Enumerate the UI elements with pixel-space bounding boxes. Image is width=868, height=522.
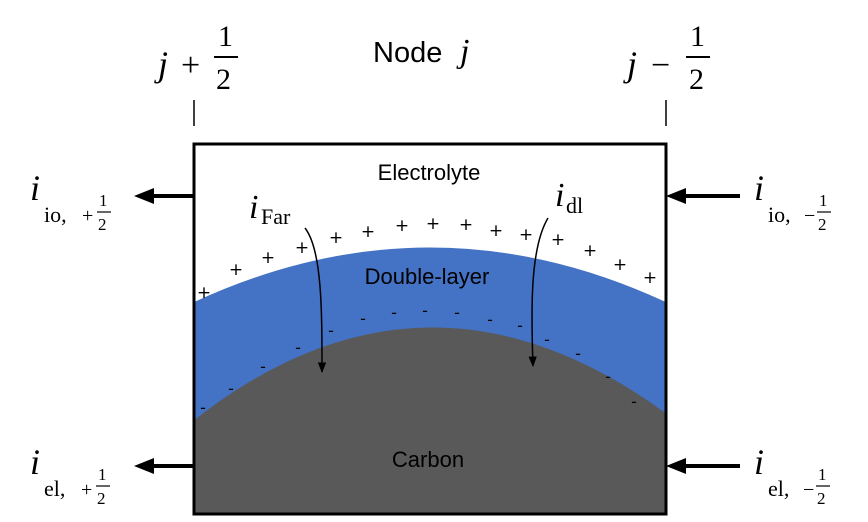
- positive-charges: + + + + + + + + + + + + + + +: [197, 214, 657, 303]
- electronic-out-denominator: 2: [97, 489, 106, 508]
- positive-charge-8: +: [426, 214, 440, 234]
- positive-charge-11: +: [519, 225, 533, 245]
- electronic-out-symbol: i: [30, 442, 40, 482]
- ionic-in-sign: −: [804, 205, 815, 227]
- electronic-current-in-label: i el, − 1 2: [754, 442, 830, 508]
- electrolyte-label: Electrolyte: [378, 160, 481, 185]
- left-face-numerator: 1: [218, 20, 233, 53]
- negative-charge-5: -: [328, 321, 334, 340]
- negative-charge-15: -: [631, 392, 637, 411]
- positive-charge-6: +: [361, 222, 375, 242]
- ionic-in-numerator: 1: [819, 191, 828, 210]
- negative-charge-2: -: [228, 379, 234, 398]
- negative-charge-14: -: [605, 367, 611, 386]
- faradaic-current-symbol: i: [249, 189, 258, 226]
- electronic-in-symbol: i: [754, 442, 764, 482]
- ionic-in-denominator: 2: [818, 215, 827, 234]
- carbon-region: [194, 327, 666, 514]
- ionic-out-sign: +: [82, 205, 93, 227]
- positive-charge-4: +: [295, 238, 309, 258]
- electronic-in-denominator: 2: [817, 489, 826, 508]
- electronic-current-out-arrow: [134, 458, 194, 474]
- ionic-in-subscript: io,: [768, 202, 791, 227]
- positive-charge-9: +: [459, 215, 473, 235]
- right-face-label: j − 1 2: [623, 20, 710, 96]
- negative-charges: - - - - - - - - - - - - - - -: [200, 301, 637, 417]
- double-layer-label: Double-layer: [365, 264, 490, 289]
- negative-charge-13: -: [575, 344, 581, 363]
- negative-charge-10: -: [487, 310, 493, 329]
- electronic-current-out-label: i el, + 1 2: [30, 442, 110, 508]
- right-face-numerator: 1: [690, 20, 705, 53]
- positive-charge-7: +: [395, 216, 409, 236]
- electronic-in-numerator: 1: [818, 465, 827, 484]
- negative-charge-9: -: [454, 303, 460, 322]
- negative-charge-11: -: [517, 316, 523, 335]
- ionic-current-in-arrow: [666, 188, 740, 204]
- double-layer-current-subscript: dl: [566, 193, 583, 218]
- electronic-in-subscript: el,: [768, 476, 789, 501]
- ionic-current-in-label: i io, − 1 2: [754, 168, 831, 234]
- electronic-in-sign: −: [803, 479, 814, 501]
- negative-charge-6: -: [360, 309, 366, 328]
- negative-charge-1: -: [200, 398, 206, 417]
- left-face-operator: +: [181, 47, 200, 84]
- electronic-out-sign: +: [81, 479, 92, 501]
- positive-charge-12: +: [551, 230, 565, 250]
- positive-charge-10: +: [489, 221, 503, 241]
- node-box: [192, 142, 668, 516]
- carbon-label: Carbon: [392, 447, 464, 472]
- double-layer-current-symbol: i: [555, 177, 564, 214]
- double-layer-current-label: i dl: [555, 177, 583, 218]
- left-face-symbol: j: [154, 44, 168, 84]
- electronic-current-in-arrow: [666, 458, 740, 474]
- ionic-out-subscript: io,: [44, 202, 67, 227]
- ionic-out-numerator: 1: [99, 191, 108, 210]
- right-face-operator: −: [651, 47, 670, 84]
- positive-charge-5: +: [329, 228, 343, 248]
- ionic-out-symbol: i: [30, 168, 40, 208]
- faradaic-current-subscript: Far: [261, 204, 291, 229]
- negative-charge-3: -: [260, 357, 266, 376]
- positive-charge-15: +: [643, 268, 657, 288]
- electronic-out-subscript: el,: [44, 476, 65, 501]
- ionic-in-symbol: i: [754, 168, 764, 208]
- negative-charge-12: -: [544, 330, 550, 349]
- node-title-index: j: [456, 33, 469, 70]
- positive-charge-3: +: [261, 248, 275, 268]
- faradaic-current-arrow: [304, 227, 327, 374]
- ionic-out-denominator: 2: [98, 215, 107, 234]
- positive-charge-14: +: [613, 255, 627, 275]
- positive-charge-2: +: [229, 260, 243, 280]
- ionic-current-out-arrow: [134, 188, 194, 204]
- positive-charge-13: +: [583, 241, 597, 261]
- ionic-current-out-label: i io, + 1 2: [30, 168, 111, 234]
- negative-charge-8: -: [422, 301, 428, 320]
- double-layer-current-arrow: [528, 217, 549, 368]
- positive-charge-1: +: [197, 283, 211, 303]
- left-face-label: j + 1 2: [154, 20, 238, 96]
- negative-charge-4: -: [295, 338, 301, 357]
- faradaic-current-label: i Far: [249, 189, 291, 229]
- left-face-denominator: 2: [216, 63, 231, 96]
- right-face-denominator: 2: [689, 63, 704, 96]
- node-title: Node j: [373, 33, 469, 70]
- node-title-label: Node: [373, 37, 442, 69]
- right-face-symbol: j: [623, 44, 637, 84]
- regions: [194, 247, 666, 514]
- electronic-out-numerator: 1: [98, 465, 107, 484]
- negative-charge-7: -: [391, 303, 397, 322]
